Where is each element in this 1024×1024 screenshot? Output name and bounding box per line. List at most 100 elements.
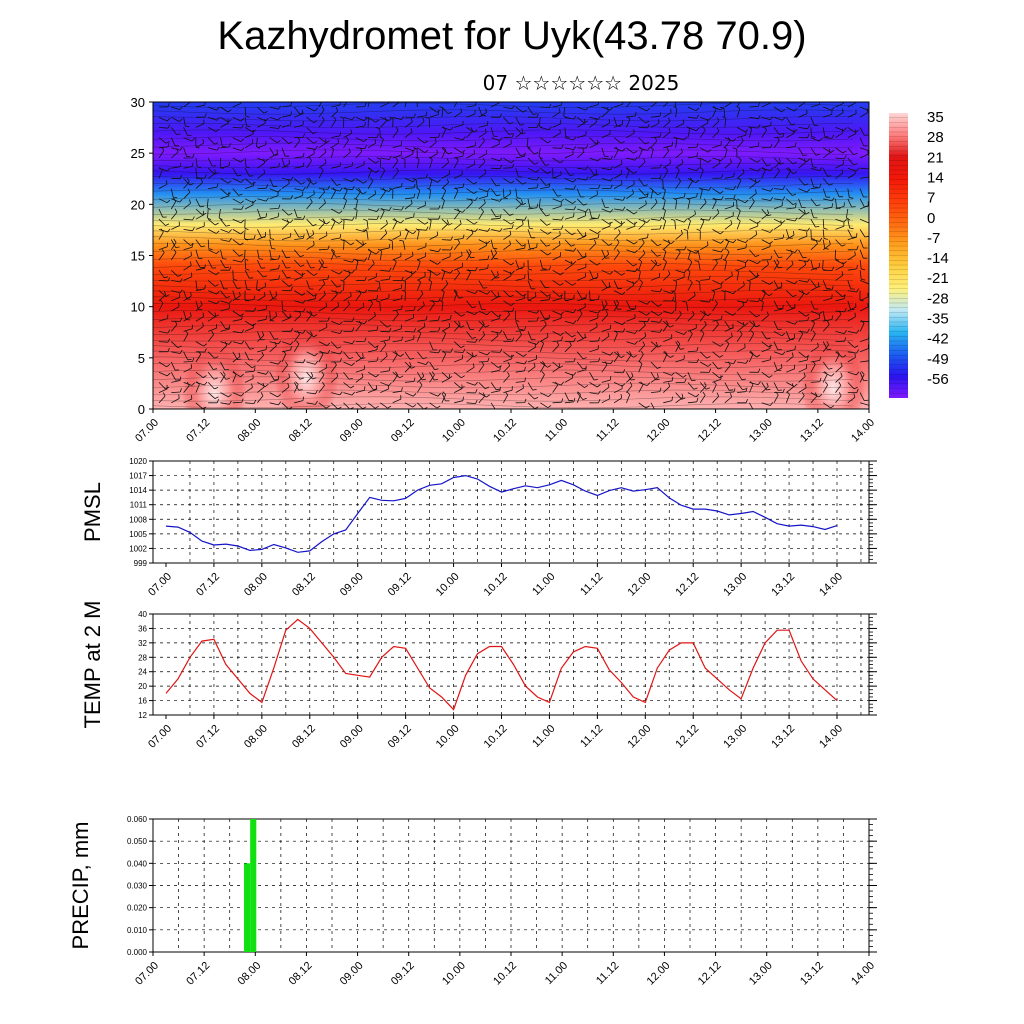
- wind-barb: [712, 254, 723, 261]
- wind-barb: [626, 268, 638, 273]
- isotherm: [153, 262, 854, 269]
- wind-barb: [822, 402, 835, 409]
- wind-barb: [577, 333, 586, 342]
- wind-barb: [388, 239, 394, 250]
- wind-barb: [232, 352, 241, 363]
- wind-barb: [687, 114, 700, 119]
- wind-barb: [392, 351, 404, 357]
- wind-barb: [835, 159, 844, 169]
- wind-barb: [244, 157, 251, 169]
- wind-barb: [810, 219, 820, 228]
- y-tick-label: 20: [131, 197, 145, 212]
- wind-barb: [404, 199, 413, 210]
- wind-barb: [491, 348, 503, 353]
- colorbar-label: -14: [927, 250, 949, 267]
- wind-barb: [601, 107, 609, 118]
- wind-barb: [195, 300, 203, 312]
- wind-barb: [503, 157, 515, 164]
- wind-barb: [232, 157, 245, 163]
- wind-barb: [208, 324, 217, 332]
- wind-barb: [700, 147, 712, 153]
- wind-barb: [269, 401, 282, 406]
- wind-barb: [404, 229, 417, 235]
- wind-barb: [404, 351, 414, 360]
- wind-barb: [343, 258, 355, 263]
- wind-barb: [810, 167, 823, 171]
- wind-barb: [170, 197, 177, 210]
- wind-barb: [245, 295, 256, 302]
- x-tick-label: 07.12: [194, 571, 222, 599]
- wind-barb: [232, 315, 243, 322]
- y-tick-label: 0.030: [127, 882, 148, 891]
- wind-barb: [822, 229, 829, 240]
- wind-barb: [503, 310, 510, 322]
- wind-barb: [601, 106, 614, 111]
- wind-barb: [737, 398, 748, 404]
- wind-barb: [429, 316, 440, 322]
- wind-barb: [638, 360, 643, 373]
- wind-barb: [540, 126, 552, 131]
- wind-barb: [577, 131, 587, 138]
- wind-barb: [306, 198, 313, 210]
- wind-barb: [294, 178, 305, 185]
- wind-barb: [810, 342, 819, 353]
- wind-barb: [355, 137, 368, 142]
- wind-barb: [158, 269, 168, 279]
- x-tick-label: 09.12: [386, 723, 414, 751]
- wind-barb: [318, 275, 330, 281]
- wind-barb: [417, 372, 425, 383]
- wind-barb: [699, 330, 705, 342]
- wind-barb: [785, 188, 797, 196]
- wind-barb: [835, 102, 845, 108]
- wind-barb: [589, 169, 598, 179]
- wind-barb: [232, 239, 244, 246]
- wind-barb: [552, 336, 563, 342]
- wind-barb: [736, 131, 747, 138]
- wind-barb: [404, 306, 416, 312]
- wind-barb: [638, 116, 650, 124]
- wind-barb: [330, 290, 338, 302]
- wind-barb: [170, 238, 177, 251]
- wind-barb: [343, 178, 355, 183]
- wind-barb: [281, 382, 290, 393]
- wind-barb: [269, 392, 281, 398]
- wind-barb: [798, 102, 807, 108]
- wind-barb: [478, 241, 488, 251]
- wind-barb: [330, 372, 339, 383]
- wind-barb: [847, 280, 855, 290]
- wind-barb: [244, 117, 251, 128]
- wind-barb: [736, 218, 741, 230]
- wind-barb: [244, 270, 254, 279]
- wind-barb: [355, 241, 364, 251]
- wind-barb: [491, 329, 503, 334]
- wind-barb: [158, 142, 170, 149]
- wind-barb: [515, 366, 526, 373]
- wind-barb: [663, 127, 671, 138]
- wind-barb: [306, 372, 314, 383]
- wind-barb: [626, 239, 638, 245]
- wind-barb: [244, 341, 254, 350]
- y-tick-label: 20: [138, 682, 147, 691]
- wind-barb: [552, 198, 564, 203]
- wind-barb: [761, 344, 771, 353]
- wind-barb: [601, 250, 610, 261]
- wind-barb: [773, 259, 780, 271]
- wind-barb: [589, 214, 600, 220]
- wind-barb: [626, 300, 635, 310]
- wind-barb: [650, 249, 661, 257]
- wind-barb: [355, 386, 366, 393]
- wind-barb: [367, 139, 377, 149]
- wind-barb: [786, 249, 798, 253]
- wind-barb: [453, 108, 463, 118]
- wind-barb: [576, 198, 588, 206]
- wind-barb: [859, 270, 866, 281]
- wind-barb: [281, 327, 293, 333]
- isotherm: [153, 343, 854, 349]
- wind-barb: [614, 369, 626, 374]
- wind-barb: [773, 341, 782, 351]
- wind-barb: [343, 361, 355, 366]
- wind-barb: [417, 137, 429, 144]
- wind-barb: [773, 127, 784, 135]
- wind-barb: [773, 196, 786, 201]
- wind-barb: [441, 391, 447, 403]
